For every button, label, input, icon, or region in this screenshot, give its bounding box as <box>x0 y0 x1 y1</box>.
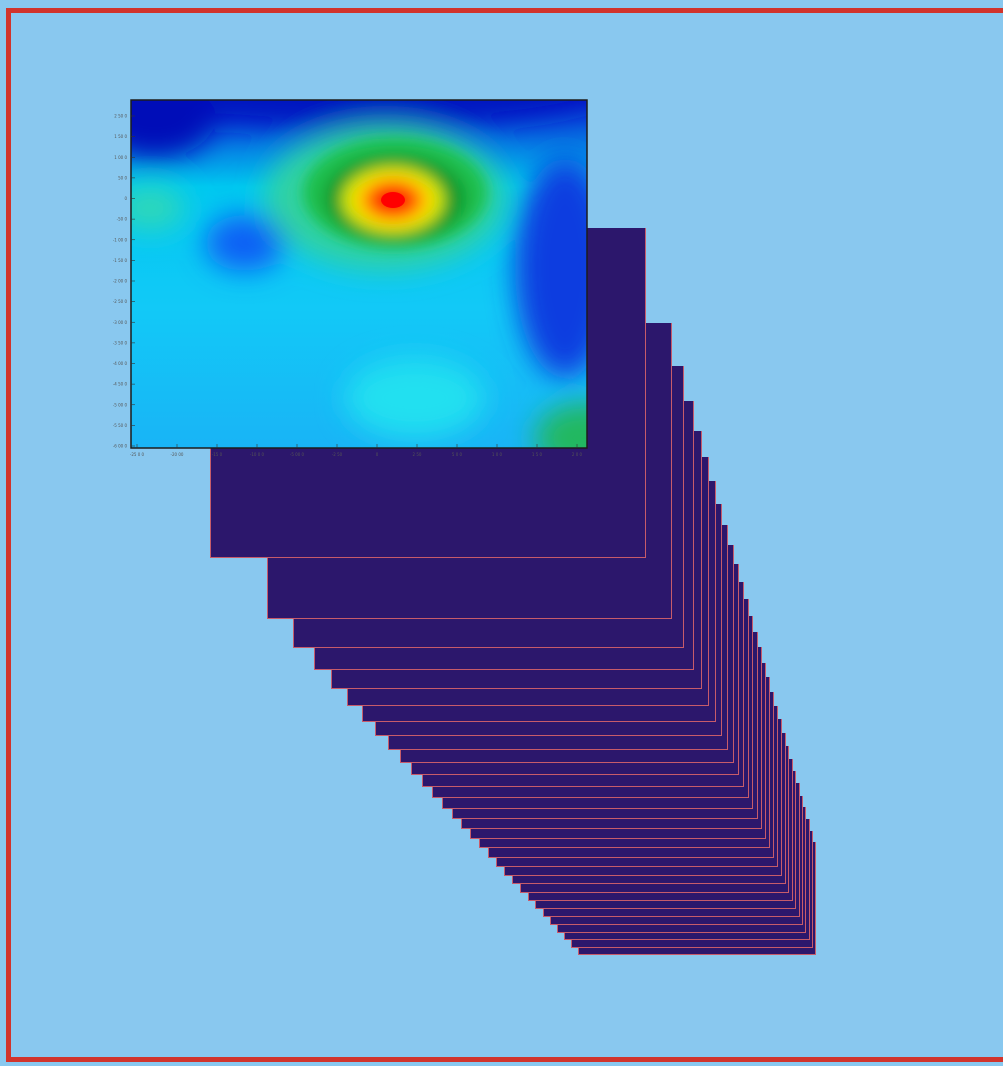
y-tick-label: 50 0 <box>118 175 127 180</box>
y-tick-label: -1 50 0 <box>113 258 128 263</box>
x-tick-label: -25 0 0 <box>130 452 145 457</box>
x-tick-label: 5 0 0 <box>452 452 463 457</box>
y-tick-label: -2 00 0 <box>113 279 128 284</box>
x-tick-label: 1 0 0 <box>492 452 503 457</box>
y-tick-label: -5 00 0 <box>113 402 128 407</box>
heatmap-plot: 2 50 0 1 50 0 1 00 0 50 0 0 -50 0 -1 00 0 -1 50… <box>113 99 588 457</box>
x-tick-label: -5 00 0 <box>290 452 305 457</box>
y-tick-label: -4 00 0 <box>113 361 128 366</box>
y-tick-label: 1 50 0 <box>114 134 127 139</box>
y-axis: 2 50 0 1 50 0 1 00 0 50 0 0 -50 0 -1 00 0 -1 50… <box>113 114 135 449</box>
x-tick-label: 0 <box>376 452 379 457</box>
y-tick-label: -6 00 0 <box>113 444 128 449</box>
y-tick-label: -2 50 0 <box>113 299 128 304</box>
y-tick-label: -50 0 <box>117 217 128 222</box>
x-tick-label: -20 00 <box>171 452 184 457</box>
heatmap-field <box>131 100 587 448</box>
x-tick-label: 1 5 0 <box>532 452 543 457</box>
x-tick-label: -10 0 0 <box>250 452 265 457</box>
y-tick-label: -3 00 0 <box>113 320 128 325</box>
x-tick-label: -2 50 <box>332 452 343 457</box>
y-tick-label: -5 50 0 <box>113 423 128 428</box>
y-tick-label: 1 00 0 <box>114 155 127 160</box>
y-tick-label: 2 50 0 <box>114 114 127 119</box>
y-tick-label: -3 50 0 <box>113 340 128 345</box>
x-tick-label: -15 0 <box>212 452 223 457</box>
x-tick-label: 2 50 <box>413 452 422 457</box>
y-tick-label: -4 50 0 <box>113 382 128 387</box>
x-axis: -25 0 0 -20 00 -15 0 -10 0 0 -5 00 0 -2 50 0 2 … <box>130 444 583 457</box>
y-tick-label: -1 00 0 <box>113 237 128 242</box>
heatmap-slice: 2 50 0 1 50 0 1 00 0 50 0 0 -50 0 -1 00 0 -1 50… <box>95 98 595 462</box>
plot-border <box>130 99 588 449</box>
y-tick-label: 0 <box>124 196 127 201</box>
x-tick-label: 2 0 0 <box>572 452 583 457</box>
